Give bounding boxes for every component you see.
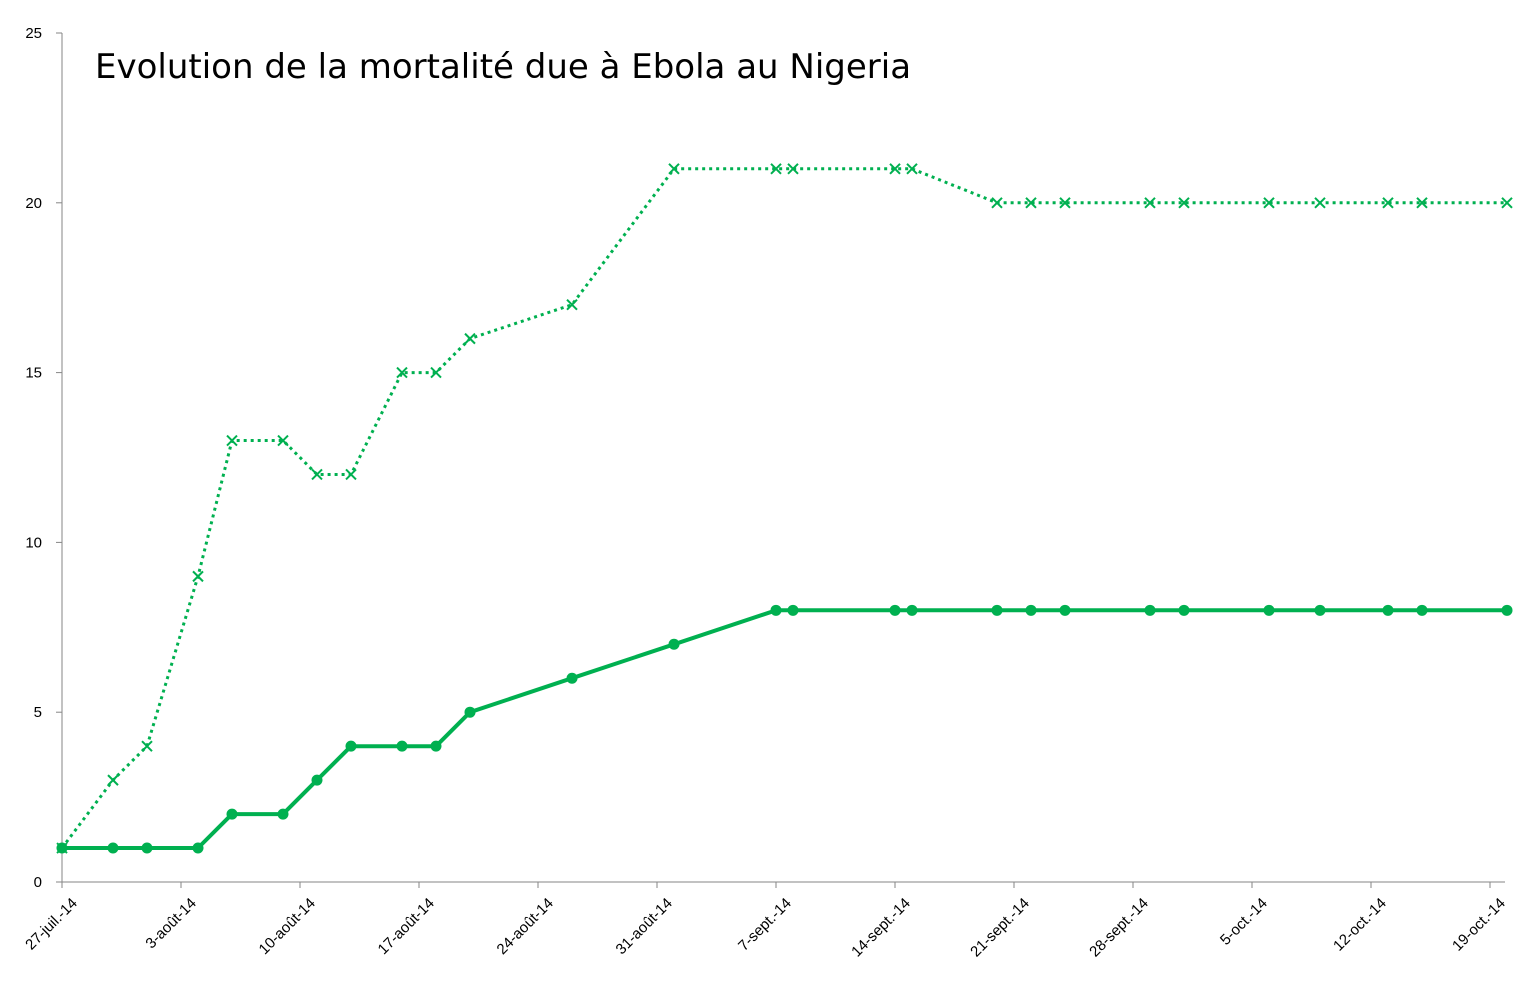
data-point xyxy=(770,163,782,175)
data-point xyxy=(787,163,799,175)
data-point xyxy=(464,706,476,718)
data-point xyxy=(566,672,578,684)
x-tick-label: 17-août-14 xyxy=(374,895,437,958)
data-point xyxy=(787,604,799,616)
data-point xyxy=(141,842,153,854)
data-point xyxy=(1178,197,1190,209)
data-point xyxy=(396,740,408,752)
x-tick-label: 19-oct.-14 xyxy=(1449,895,1509,955)
data-point xyxy=(1059,604,1071,616)
data-point xyxy=(226,808,238,820)
x-tick-label: 7-sept.-14 xyxy=(735,895,795,955)
data-point xyxy=(56,842,68,854)
data-point xyxy=(464,332,476,345)
data-point xyxy=(889,604,901,616)
data-point xyxy=(1025,604,1037,616)
data-point xyxy=(1025,197,1037,209)
data-point xyxy=(430,366,442,379)
series-line xyxy=(60,167,1507,849)
data-point xyxy=(1178,604,1190,616)
data-point xyxy=(1416,197,1428,209)
data-point xyxy=(668,638,680,650)
data-point xyxy=(396,366,408,379)
data-point xyxy=(430,740,442,752)
data-point xyxy=(566,298,578,311)
x-tick-label: 31-août-14 xyxy=(612,895,675,958)
data-point xyxy=(1263,604,1275,616)
x-tick-label: 21-sept.-14 xyxy=(967,895,1033,961)
data-point xyxy=(668,163,680,175)
data-point xyxy=(1501,604,1513,616)
data-point xyxy=(906,163,918,175)
series-layer xyxy=(56,163,1513,854)
data-point xyxy=(1382,197,1394,209)
y-tick-label: 25 xyxy=(25,25,42,42)
data-point xyxy=(1382,604,1394,616)
data-point xyxy=(311,468,323,481)
y-tick-label: 20 xyxy=(25,195,42,212)
data-point xyxy=(277,434,289,447)
data-point xyxy=(192,842,204,854)
data-point xyxy=(1059,197,1071,209)
data-point xyxy=(1314,604,1326,616)
x-tick-label: 10-août-14 xyxy=(255,895,318,958)
y-tick-label: 5 xyxy=(34,704,42,721)
x-tick-label: 24-août-14 xyxy=(493,895,556,958)
x-tick-label: 28-sept.-14 xyxy=(1086,895,1152,961)
x-tick-label: 3-août-14 xyxy=(142,895,199,952)
chart-title: Evolution de la mortalité due à Ebola au… xyxy=(95,47,911,87)
data-point xyxy=(1263,197,1275,209)
y-tick-label: 0 xyxy=(34,874,42,891)
data-point xyxy=(889,163,901,175)
data-point xyxy=(311,774,323,786)
series-dotted xyxy=(56,163,1513,854)
data-point xyxy=(1144,197,1156,209)
data-point xyxy=(107,774,119,786)
data-point xyxy=(991,604,1003,616)
data-point xyxy=(1314,197,1326,209)
data-point xyxy=(141,740,153,752)
x-tick-label: 14-sept.-14 xyxy=(848,895,914,961)
data-point xyxy=(107,842,119,854)
data-point xyxy=(1501,197,1513,209)
data-point xyxy=(1416,604,1428,616)
x-tick-label: 12-oct.-14 xyxy=(1330,895,1390,955)
y-tick-label: 10 xyxy=(25,534,42,551)
x-tick-label: 27-juil.-14 xyxy=(22,895,81,954)
data-point xyxy=(277,808,289,820)
data-point xyxy=(192,570,204,583)
axes: 0 5 10 15 20 25 27-juil.-14 3-août-14 10-août-14… xyxy=(22,25,1509,960)
series-solid xyxy=(56,604,1513,854)
data-point xyxy=(770,604,782,616)
x-tick-label: 5-oct.-14 xyxy=(1217,895,1271,949)
data-point xyxy=(226,434,238,447)
data-point xyxy=(345,468,357,481)
data-point xyxy=(991,197,1003,209)
data-point xyxy=(1144,604,1156,616)
data-point xyxy=(345,740,357,752)
y-tick-label: 15 xyxy=(25,365,42,382)
data-point xyxy=(906,604,918,616)
